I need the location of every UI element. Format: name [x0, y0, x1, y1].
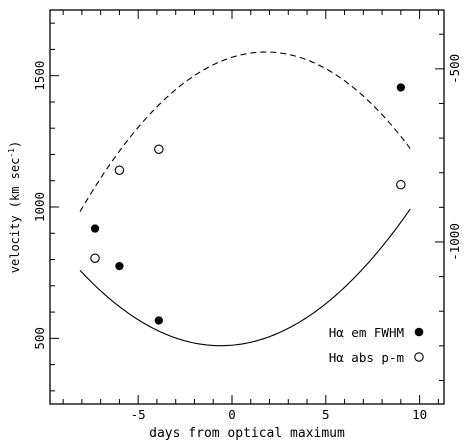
abs-pm-point: [154, 144, 164, 154]
legend-label-em-fwhm: Hα em FWHM: [329, 325, 404, 340]
axis-ticks: [50, 10, 444, 404]
abs-pm-point: [114, 165, 125, 175]
y-axis-label: velocity (km sec-1): [7, 141, 22, 273]
abs-pm-point: [90, 253, 100, 263]
x-tick-label: 0: [228, 407, 236, 422]
em-fwhm-point: [154, 316, 163, 325]
abs-pm-point: [396, 179, 406, 190]
legend-marker-open: [414, 352, 424, 362]
em-fwhm-fit-curve: [79, 208, 411, 347]
plot-frame: [49, 9, 445, 405]
x-tick-label: 10: [412, 407, 427, 422]
y-left-tick-label: 1500: [32, 61, 47, 91]
em-fwhm-point: [396, 83, 405, 92]
em-fwhm-point: [115, 261, 124, 271]
legend-label-abs-pm: Hα abs p-m: [329, 350, 404, 365]
em-fwhm-point: [90, 224, 100, 233]
legend: Hα em FWHM Hα abs p-m: [329, 325, 424, 365]
x-axis-label: days from optical maximum: [149, 426, 345, 440]
abs-pm-fit-curve: [79, 51, 411, 212]
fit-curves: [79, 51, 411, 347]
y-right-tick-label: -1000: [447, 223, 462, 261]
tick-labels: -5 0 5 10 500 1000 1500 -1000 -500: [32, 54, 462, 422]
legend-marker-filled: [414, 327, 424, 337]
x-tick-label: -5: [131, 407, 146, 422]
y-left-tick-label: 1000: [32, 192, 47, 222]
x-tick-label: 5: [322, 407, 330, 422]
y-right-tick-label: -500: [447, 54, 462, 84]
y-left-tick-label: 500: [32, 327, 47, 350]
data-points: [90, 83, 406, 325]
